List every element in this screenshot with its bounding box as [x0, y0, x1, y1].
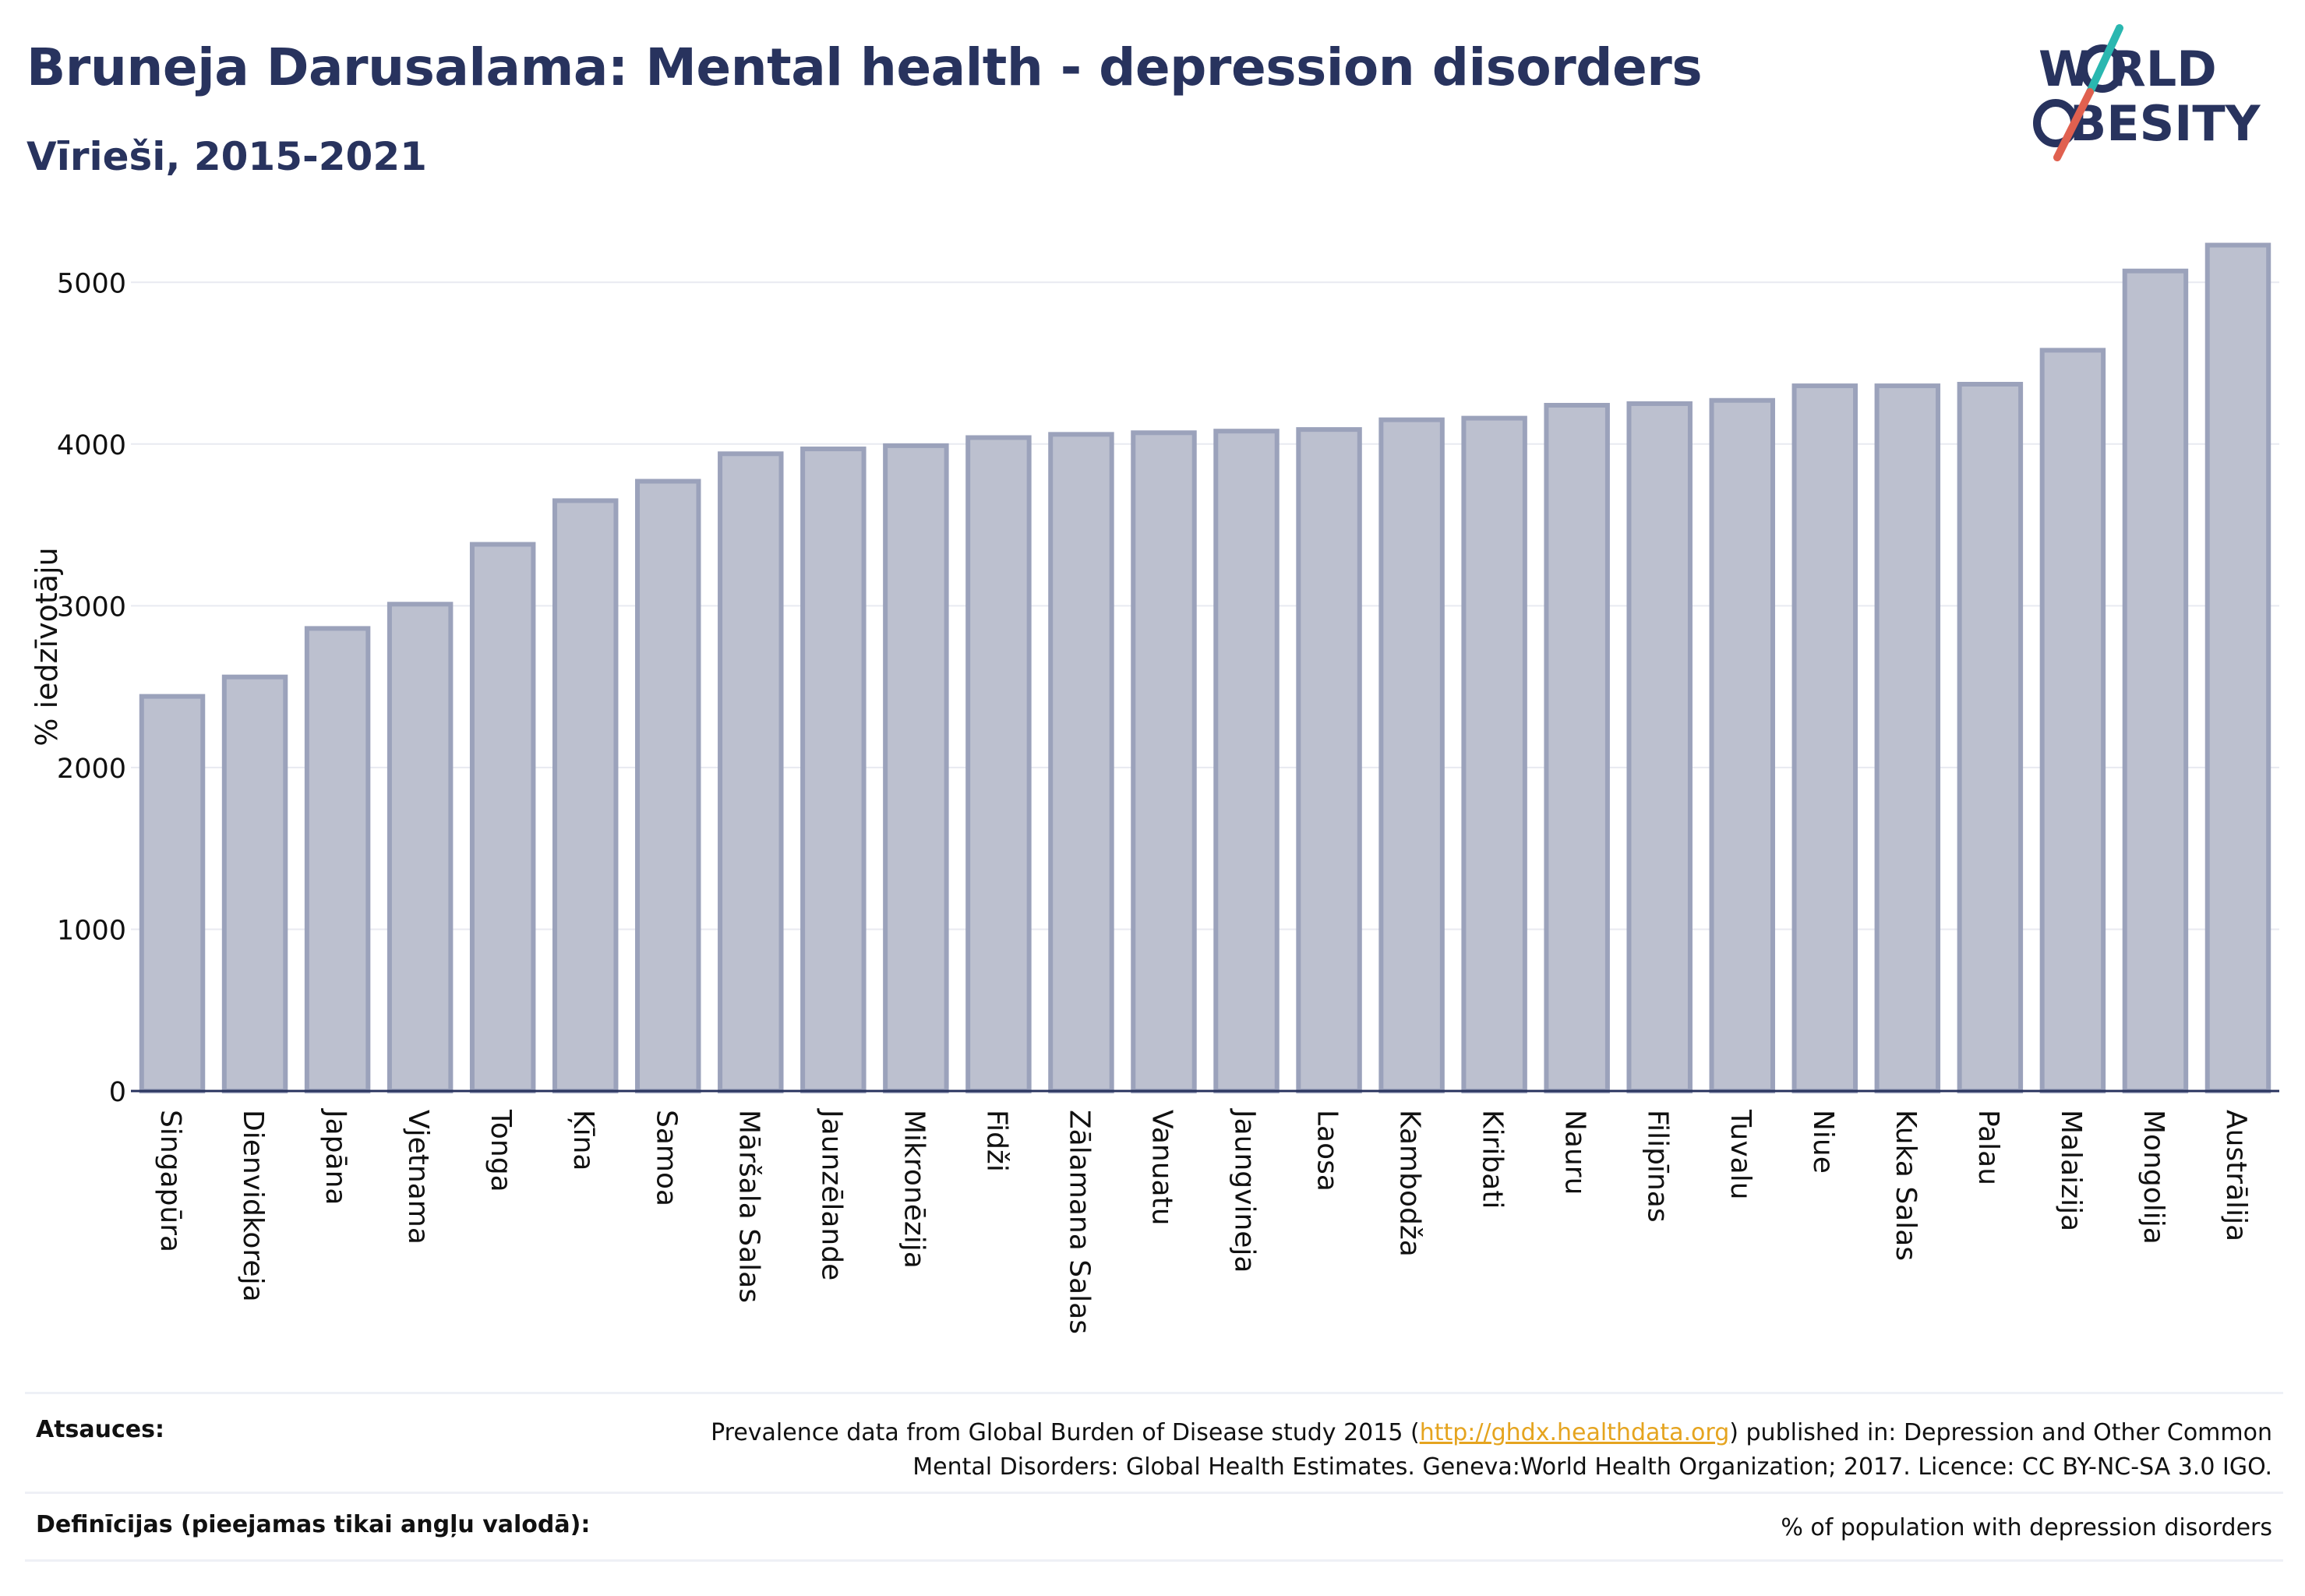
bar[interactable]: [387, 602, 454, 1093]
bar[interactable]: [221, 674, 288, 1093]
sources-text-start: Prevalence data from Global Burden of Di…: [711, 1419, 1420, 1446]
y-tick-label: 3000: [57, 591, 126, 623]
bar[interactable]: [1048, 432, 1114, 1093]
bar[interactable]: [2039, 348, 2106, 1093]
bars: [139, 242, 2271, 1093]
bar[interactable]: [1544, 403, 1610, 1093]
chart-title: Bruneja Darusalama: Mental health - depr…: [26, 37, 1703, 97]
x-tick-label: Kiribati: [1477, 1110, 1509, 1209]
sources-section: Atsauces: Prevalence data from Global Bu…: [25, 1392, 2283, 1494]
x-tick-label: Niue: [1807, 1110, 1839, 1174]
x-tick-label: Vanuatu: [1145, 1110, 1177, 1226]
bar[interactable]: [2122, 268, 2189, 1093]
bar[interactable]: [1709, 397, 1775, 1093]
sources-label: Atsauces:: [36, 1416, 164, 1443]
sources-text-end: ) published in: Depression and Other Com…: [1729, 1419, 2272, 1446]
x-tick-label: Kuka Salas: [1890, 1110, 1922, 1261]
bar[interactable]: [1461, 415, 1527, 1093]
bar[interactable]: [1957, 382, 2024, 1093]
logo-o1-ring: [2080, 44, 2125, 93]
x-tick-label: Ķīna: [567, 1110, 599, 1171]
x-tick-label: Jaunzēlande: [815, 1108, 847, 1280]
x-tick-label: Filipīnas: [1642, 1110, 1674, 1223]
x-tick-label: Nauru: [1559, 1110, 1591, 1195]
bar[interactable]: [800, 447, 867, 1093]
bar[interactable]: [718, 451, 784, 1093]
definitions-label: Definīcijas (pieejamas tikai angļu valod…: [36, 1511, 591, 1538]
logo-slash-red: [2053, 88, 2094, 161]
x-tick-label: Vjetnama: [402, 1110, 434, 1245]
definitions-text: % of population with depression disorder…: [1781, 1514, 2272, 1541]
x-tick-label: Palau: [1972, 1110, 2004, 1185]
y-tick-label: 2000: [57, 754, 126, 785]
logo-slash-teal: [2086, 24, 2123, 96]
y-tick-label: 4000: [57, 430, 126, 461]
y-axis-label: % iedzīvotāju: [30, 547, 64, 747]
x-tick-label: Laosa: [1311, 1110, 1343, 1192]
bar[interactable]: [2204, 242, 2271, 1093]
x-tick-label: Dienvidkoreja: [237, 1110, 269, 1302]
bar-chart: 0 1000 2000 3000 4000 5000 Singapūra Dienvidko…: [57, 242, 2279, 1334]
sources-text: Prevalence data from Global Burden of Di…: [711, 1416, 2272, 1485]
x-tick-label: Tonga: [485, 1109, 517, 1192]
chart-subtitle: Vīrieši, 2015-2021: [26, 134, 427, 179]
x-tick-labels: Singapūra Dienvidkoreja Japāna Vjetnama Tong…: [154, 1108, 2252, 1334]
x-tick-label: Māršala Salas: [732, 1110, 764, 1303]
world-obesity-logo: W RLD BESITY: [2033, 24, 2261, 161]
bar[interactable]: [304, 626, 371, 1093]
bar[interactable]: [1131, 430, 1197, 1093]
x-tick-label: Japāna: [319, 1108, 351, 1205]
x-tick-label: Tuvalu: [1724, 1109, 1756, 1200]
x-tick-label: Mongolija: [2137, 1110, 2169, 1245]
bar[interactable]: [1296, 427, 1362, 1093]
y-tick-label: 5000: [57, 268, 126, 299]
bar[interactable]: [469, 542, 536, 1093]
y-tick-label: 1000: [57, 915, 126, 946]
bar[interactable]: [965, 435, 1032, 1093]
x-tick-label: Mikronēzija: [898, 1110, 930, 1269]
bar[interactable]: [883, 443, 949, 1093]
bar[interactable]: [139, 694, 206, 1093]
x-tick-label: Fidži: [980, 1110, 1012, 1172]
x-tick-label: Austrālija: [2220, 1110, 2252, 1241]
bar[interactable]: [1791, 383, 1858, 1093]
y-tick-labels: 0 1000 2000 3000 4000 5000: [57, 268, 126, 1108]
sources-link[interactable]: http://ghdx.healthdata.org: [1419, 1419, 1730, 1446]
x-tick-label: Singapūra: [154, 1110, 186, 1252]
logo-line2: BESITY: [2070, 95, 2261, 152]
gridlines: [131, 281, 2279, 930]
bar[interactable]: [635, 478, 701, 1093]
x-tick-label: Malaizija: [2055, 1110, 2087, 1231]
bar[interactable]: [552, 498, 619, 1093]
x-tick-label: Zālamana Salas: [1063, 1110, 1095, 1334]
x-tick-label: Kambodža: [1394, 1110, 1426, 1257]
y-tick-label: 0: [109, 1077, 126, 1108]
sources-text-line2: Mental Disorders: Global Health Estimate…: [912, 1453, 2272, 1481]
x-tick-label: Jaungvineja: [1229, 1108, 1261, 1273]
bar[interactable]: [1378, 417, 1445, 1093]
bar[interactable]: [1626, 401, 1693, 1093]
x-tick-label: Samoa: [650, 1110, 682, 1206]
definitions-section: Definīcijas (pieejamas tikai angļu valod…: [25, 1492, 2283, 1562]
bar[interactable]: [1874, 383, 1941, 1093]
logo-line1: W RLD: [2038, 41, 2217, 97]
bar[interactable]: [1213, 429, 1280, 1093]
